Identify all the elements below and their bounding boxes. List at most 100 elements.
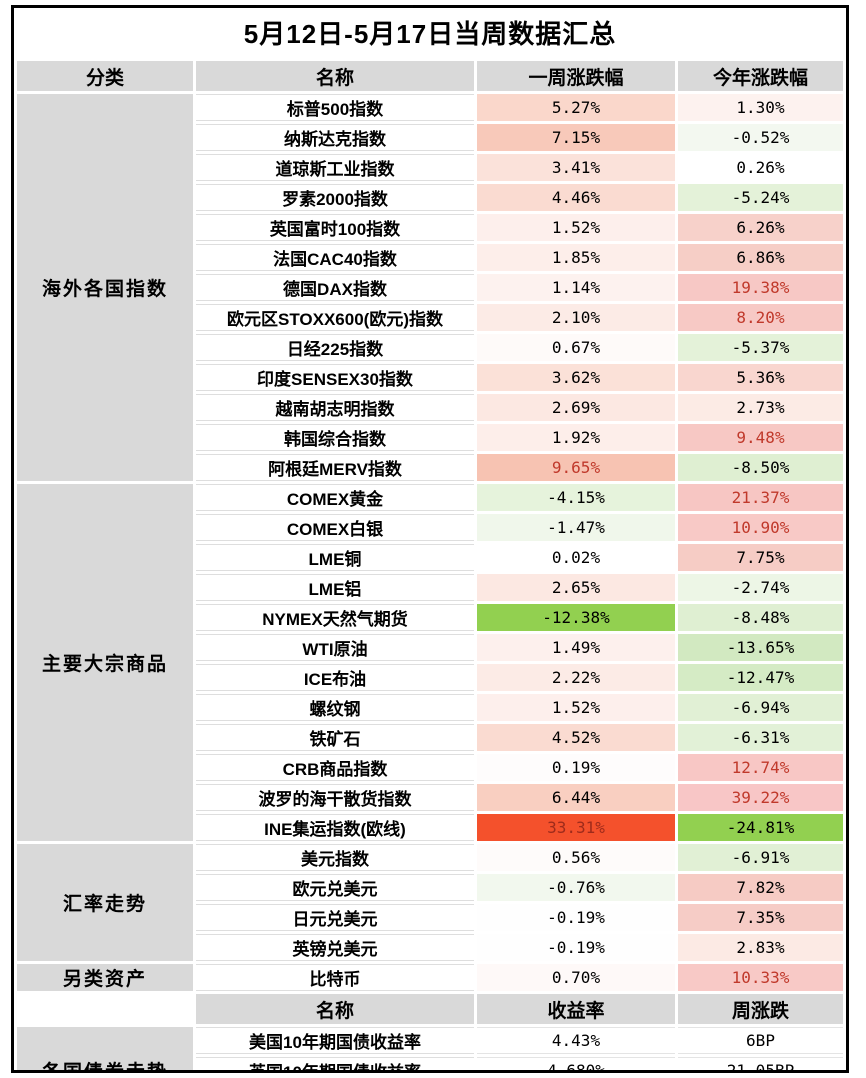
ytd-change-cell: 1.30% — [678, 94, 843, 121]
instrument-name: NYMEX天然气期货 — [196, 604, 474, 631]
table-row: COMEX白银 -1.47% 10.90% — [17, 514, 843, 541]
table-row: 罗素2000指数 4.46% -5.24% — [17, 184, 843, 211]
instrument-name: 纳斯达克指数 — [196, 124, 474, 151]
table-row: 道琼斯工业指数 3.41% 0.26% — [17, 154, 843, 181]
week-change-cell: 5.27% — [477, 94, 675, 121]
bond-column-header: 收益率 — [477, 994, 675, 1024]
instrument-name: 阿根廷MERV指数 — [196, 454, 474, 481]
week-change-cell: -0.19% — [477, 904, 675, 931]
bond-column-header: 名称 — [196, 994, 474, 1024]
ytd-change-cell: 10.33% — [678, 964, 843, 991]
ytd-change-cell: 12.74% — [678, 754, 843, 781]
week-change-cell: 2.10% — [477, 304, 675, 331]
ytd-change-cell: 7.35% — [678, 904, 843, 931]
ytd-change-cell: 0.26% — [678, 154, 843, 181]
week-change-cell: 33.31% — [477, 814, 675, 841]
instrument-name: 日元兑美元 — [196, 904, 474, 931]
instrument-name: 欧元兑美元 — [196, 874, 474, 901]
instrument-name: 法国CAC40指数 — [196, 244, 474, 271]
week-change-cell: 0.56% — [477, 844, 675, 871]
yield-cell: 4.43% — [477, 1027, 675, 1054]
category-cell: 海外各国指数 — [17, 94, 193, 481]
ytd-change-cell: 19.38% — [678, 274, 843, 301]
table-row: WTI原油 1.49% -13.65% — [17, 634, 843, 661]
week-change-cell: 1.49% — [477, 634, 675, 661]
ytd-change-cell: -0.52% — [678, 124, 843, 151]
week-change-cell: -0.76% — [477, 874, 675, 901]
instrument-name: INE集运指数(欧线) — [196, 814, 474, 841]
instrument-name: 德国DAX指数 — [196, 274, 474, 301]
instrument-name: 比特币 — [196, 964, 474, 991]
instrument-name: 越南胡志明指数 — [196, 394, 474, 421]
category-cell: 主要大宗商品 — [17, 484, 193, 841]
table-row: 纳斯达克指数 7.15% -0.52% — [17, 124, 843, 151]
week-change-cell: 1.92% — [477, 424, 675, 451]
category-cell: 各国债券走势 — [17, 1027, 193, 1070]
ytd-change-cell: -6.91% — [678, 844, 843, 871]
week-change-cell: -4.15% — [477, 484, 675, 511]
table-row: NYMEX天然气期货 -12.38% -8.48% — [17, 604, 843, 631]
table-row: 阿根廷MERV指数 9.65% -8.50% — [17, 454, 843, 481]
table-row: 法国CAC40指数 1.85% 6.86% — [17, 244, 843, 271]
instrument-name: 英镑兑美元 — [196, 934, 474, 961]
table-row: 日经225指数 0.67% -5.37% — [17, 334, 843, 361]
ytd-change-cell: -13.65% — [678, 634, 843, 661]
instrument-name: 道琼斯工业指数 — [196, 154, 474, 181]
bond-name: 美国10年期国债收益率 — [196, 1027, 474, 1054]
table-row: CRB商品指数 0.19% 12.74% — [17, 754, 843, 781]
instrument-name: LME铝 — [196, 574, 474, 601]
table-row: 螺纹钢 1.52% -6.94% — [17, 694, 843, 721]
table-row: 德国DAX指数 1.14% 19.38% — [17, 274, 843, 301]
instrument-name: ICE布油 — [196, 664, 474, 691]
instrument-name: LME铜 — [196, 544, 474, 571]
ytd-change-cell: -6.31% — [678, 724, 843, 751]
table-row: ICE布油 2.22% -12.47% — [17, 664, 843, 691]
ytd-change-cell: -2.74% — [678, 574, 843, 601]
instrument-name: 标普500指数 — [196, 94, 474, 121]
column-header-name: 名称 — [196, 61, 474, 91]
ytd-change-cell: 2.73% — [678, 394, 843, 421]
week-change-cell: 7.15% — [477, 124, 675, 151]
table-row: 欧元区STOXX600(欧元)指数 2.10% 8.20% — [17, 304, 843, 331]
instrument-name: 罗素2000指数 — [196, 184, 474, 211]
column-header-category: 分类 — [17, 61, 193, 91]
blank-cell — [17, 994, 193, 1024]
category-cell: 另类资产 — [17, 964, 193, 991]
ytd-change-cell: 7.82% — [678, 874, 843, 901]
week-bp-cell: 6BP — [678, 1027, 843, 1054]
table-row: 铁矿石 4.52% -6.31% — [17, 724, 843, 751]
instrument-name: 螺纹钢 — [196, 694, 474, 721]
instrument-name: 韩国综合指数 — [196, 424, 474, 451]
column-header-week-change: 一周涨跌幅 — [477, 61, 675, 91]
week-change-cell: 0.70% — [477, 964, 675, 991]
week-change-cell: 2.65% — [477, 574, 675, 601]
ytd-change-cell: -5.24% — [678, 184, 843, 211]
summary-table: 分类 名称 一周涨跌幅 今年涨跌幅 海外各国指数 标普500指数 5.27% 1.30… — [14, 58, 846, 1070]
header-row: 分类 名称 一周涨跌幅 今年涨跌幅 — [17, 61, 843, 91]
instrument-name: 美元指数 — [196, 844, 474, 871]
week-change-cell: 1.85% — [477, 244, 675, 271]
table-row: 日元兑美元 -0.19% 7.35% — [17, 904, 843, 931]
ytd-change-cell: -5.37% — [678, 334, 843, 361]
instrument-name: WTI原油 — [196, 634, 474, 661]
column-header-ytd-change: 今年涨跌幅 — [678, 61, 843, 91]
bond-header-row: 名称 收益率 周涨跌 — [17, 994, 843, 1024]
instrument-name: COMEX黄金 — [196, 484, 474, 511]
table-body: 海外各国指数 标普500指数 5.27% 1.30% 纳斯达克指数 7.15% -0.52%… — [17, 94, 843, 1070]
ytd-change-cell: -6.94% — [678, 694, 843, 721]
instrument-name: 欧元区STOXX600(欧元)指数 — [196, 304, 474, 331]
table-row: 韩国综合指数 1.92% 9.48% — [17, 424, 843, 451]
week-change-cell: 0.67% — [477, 334, 675, 361]
ytd-change-cell: -12.47% — [678, 664, 843, 691]
table-row: 海外各国指数 标普500指数 5.27% 1.30% — [17, 94, 843, 481]
table-row: 主要大宗商品 COMEX黄金 -4.15% 21.37% — [17, 484, 843, 841]
ytd-change-cell: -8.48% — [678, 604, 843, 631]
table-row: 越南胡志明指数 2.69% 2.73% — [17, 394, 843, 421]
instrument-name: 波罗的海干散货指数 — [196, 784, 474, 811]
week-change-cell: 4.46% — [477, 184, 675, 211]
instrument-name: COMEX白银 — [196, 514, 474, 541]
instrument-name: CRB商品指数 — [196, 754, 474, 781]
week-change-cell: 3.41% — [477, 154, 675, 181]
ytd-change-cell: 9.48% — [678, 424, 843, 451]
page-title: 5月12日-5月17日当周数据汇总 — [243, 19, 617, 49]
